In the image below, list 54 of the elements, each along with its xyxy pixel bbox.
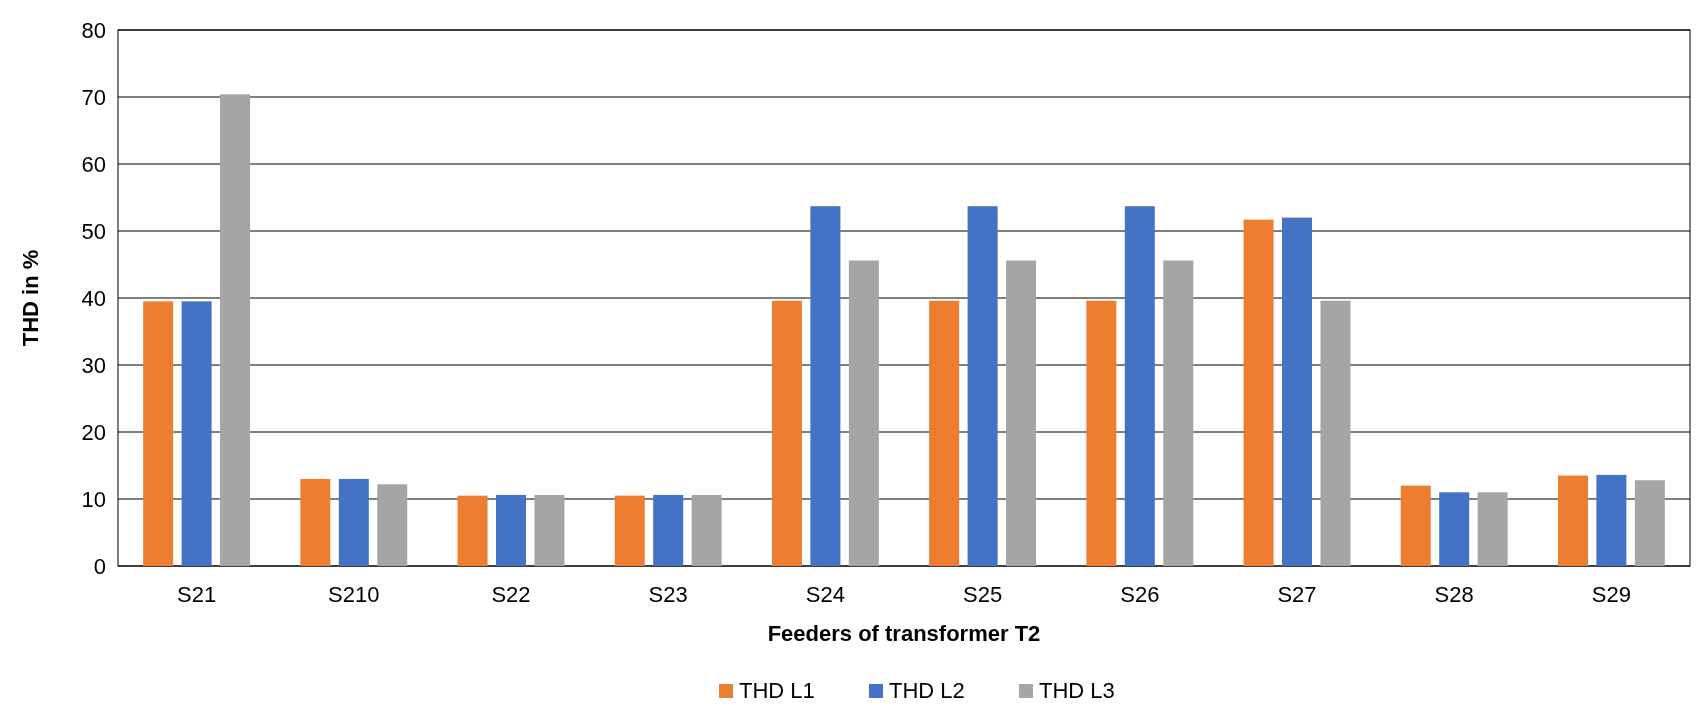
y-tick-label: 10 bbox=[81, 486, 106, 512]
x-tick-label: S21 bbox=[177, 582, 217, 607]
y-axis-title: THD in % bbox=[18, 249, 43, 347]
bar bbox=[143, 301, 174, 566]
x-tick-label: S28 bbox=[1434, 582, 1474, 607]
bar bbox=[534, 494, 565, 566]
x-tick-label: S23 bbox=[648, 582, 688, 607]
x-tick-label: S210 bbox=[328, 582, 380, 607]
bar bbox=[181, 301, 212, 566]
bar bbox=[1477, 492, 1508, 566]
bar bbox=[691, 494, 722, 566]
y-tick-label: 20 bbox=[81, 419, 106, 445]
bar bbox=[1320, 300, 1351, 566]
x-tick-label: S26 bbox=[1120, 582, 1160, 607]
bar bbox=[1243, 219, 1274, 566]
x-tick-label: S27 bbox=[1277, 582, 1317, 607]
y-tick-label: 50 bbox=[81, 218, 106, 244]
legend-label: THD L2 bbox=[889, 678, 965, 703]
x-tick-label: S22 bbox=[491, 582, 531, 607]
bar bbox=[300, 478, 331, 566]
bar bbox=[929, 300, 960, 566]
y-tick-label: 40 bbox=[81, 285, 106, 311]
bar bbox=[1557, 475, 1588, 566]
bar bbox=[1282, 217, 1312, 566]
bar bbox=[220, 94, 251, 566]
x-axis-title: Feeders of transformer T2 bbox=[767, 621, 1041, 646]
bar bbox=[771, 300, 802, 566]
bar bbox=[848, 260, 879, 566]
bar bbox=[1006, 260, 1037, 566]
bar bbox=[653, 494, 684, 566]
y-tick-label: 60 bbox=[81, 151, 106, 177]
x-tick-label: S24 bbox=[805, 582, 845, 607]
bar bbox=[1596, 474, 1627, 566]
bar bbox=[810, 206, 841, 566]
bar bbox=[457, 495, 488, 566]
y-tick-label: 70 bbox=[81, 84, 106, 110]
bar bbox=[614, 495, 645, 566]
y-tick-label: 30 bbox=[81, 352, 106, 378]
bar bbox=[1163, 260, 1194, 566]
bar bbox=[496, 494, 526, 566]
bar bbox=[1124, 206, 1155, 566]
bar bbox=[1439, 492, 1470, 566]
y-tick-label: 80 bbox=[81, 17, 106, 43]
bar bbox=[967, 206, 998, 566]
bar bbox=[1634, 480, 1665, 566]
y-tick-label: 0 bbox=[93, 553, 106, 579]
bar bbox=[1086, 300, 1117, 566]
x-tick-label: S25 bbox=[963, 582, 1003, 607]
x-tick-label: S29 bbox=[1591, 582, 1631, 607]
legend-label: THD L1 bbox=[739, 678, 815, 703]
legend-label: THD L3 bbox=[1039, 678, 1115, 703]
bar bbox=[377, 484, 408, 566]
bar bbox=[338, 478, 369, 566]
bar bbox=[1400, 485, 1431, 566]
